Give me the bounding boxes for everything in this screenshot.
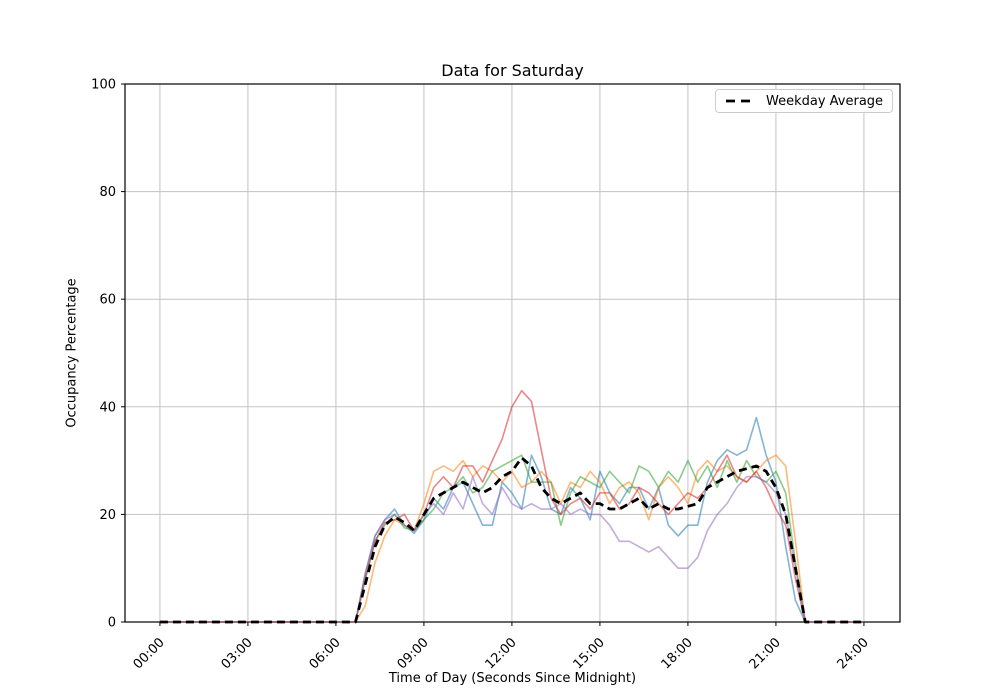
x-tick-label: 09:00 (395, 635, 432, 672)
x-axis-title: Time of Day (Seconds Since Midnight) (388, 671, 637, 686)
y-tick-label: 80 (99, 185, 116, 200)
chart-title: Data for Saturday (441, 61, 584, 80)
x-tick-label: 12:00 (483, 635, 520, 672)
y-tick-label: 20 (99, 508, 116, 523)
x-tick-label: 03:00 (219, 635, 256, 672)
x-tick-label: 15:00 (571, 635, 608, 672)
x-tick-label: 24:00 (835, 635, 872, 672)
x-tick-label: 18:00 (659, 635, 696, 672)
y-tick-label: 60 (99, 293, 116, 308)
y-axis-title: Occupancy Percentage (64, 278, 80, 428)
y-tick-label: 100 (91, 78, 116, 93)
x-tick-label: 00:00 (131, 635, 168, 672)
x-tick-label: 06:00 (307, 635, 344, 672)
x-tick-label: 21:00 (747, 635, 784, 672)
axes-spines (124, 83, 901, 623)
y-tick-label: 0 (108, 616, 116, 631)
legend-label: Weekday Average (766, 93, 884, 109)
weekday-average-line (159, 456, 864, 624)
legend: Weekday Average (715, 89, 894, 113)
weekday-average-line-sample (726, 99, 756, 103)
y-tick-label: 40 (99, 400, 116, 415)
